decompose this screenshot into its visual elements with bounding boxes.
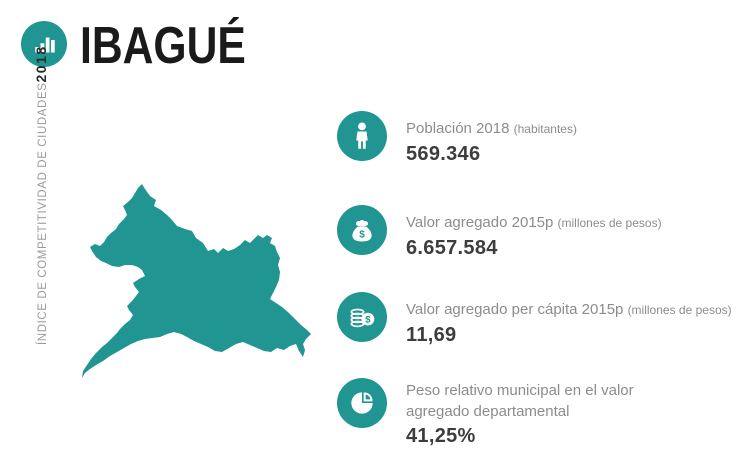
stat-value: 11,69 [406, 324, 457, 346]
money-bag-icon: $ [337, 205, 387, 255]
stat-label: Población 2018 (habitantes) [406, 118, 750, 140]
stat-label: Peso relativo municipal en el valor agre… [406, 380, 662, 422]
stat-row-population: Población 2018 (habitantes) 569.346 [337, 111, 750, 166]
stat-label-suffix: (millones de pesos) [557, 216, 662, 230]
stat-label: Valor agregado per cápita 2015p (millone… [406, 299, 750, 321]
sidebar: ÍNDICE DE COMPETITIVIDAD DE CIUDADES 201… [33, 45, 49, 346]
stat-value: 569.346 [406, 143, 481, 165]
stat-label-suffix: (habitantes) [513, 122, 577, 136]
page-title: IBAGUÉ [80, 17, 246, 75]
stat-value: 41,25% [406, 425, 476, 447]
stat-row-valor-agregado: $ Valor agregado 2015p (millones de peso… [337, 205, 750, 260]
stat-row-peso-relativo: Peso relativo municipal en el valor agre… [337, 378, 750, 448]
svg-text:$: $ [359, 229, 365, 240]
stat-text: Peso relativo municipal en el valor agre… [406, 378, 750, 448]
stat-label-main: Población 2018 [406, 120, 510, 137]
pie-chart-icon [337, 378, 387, 428]
stat-label-main: Valor agregado per cápita 2015p [406, 301, 624, 318]
stat-value: 6.657.584 [406, 237, 498, 259]
coins-icon: $ [337, 292, 387, 342]
stat-label-main: Valor agregado 2015p [406, 214, 554, 231]
stat-text: Población 2018 (habitantes) 569.346 [406, 111, 750, 166]
stat-label-main: Peso relativo municipal en el valor agre… [406, 382, 634, 420]
person-icon [337, 111, 387, 161]
year-label: 2018 [33, 45, 49, 83]
index-label: ÍNDICE DE COMPETITIVIDAD DE CIUDADES [37, 82, 49, 346]
stat-label-suffix: (millones de pesos) [627, 303, 732, 317]
bar-chart-icon [21, 21, 67, 67]
svg-text:$: $ [365, 315, 371, 325]
stat-row-per-capita: $ Valor agregado per cápita 2015p (millo… [337, 292, 750, 347]
stat-label: Valor agregado 2015p (millones de pesos) [406, 212, 750, 234]
stat-text: Valor agregado 2015p (millones de pesos)… [406, 205, 750, 260]
stat-text: Valor agregado per cápita 2015p (millone… [406, 292, 750, 347]
municipality-map [75, 175, 320, 385]
